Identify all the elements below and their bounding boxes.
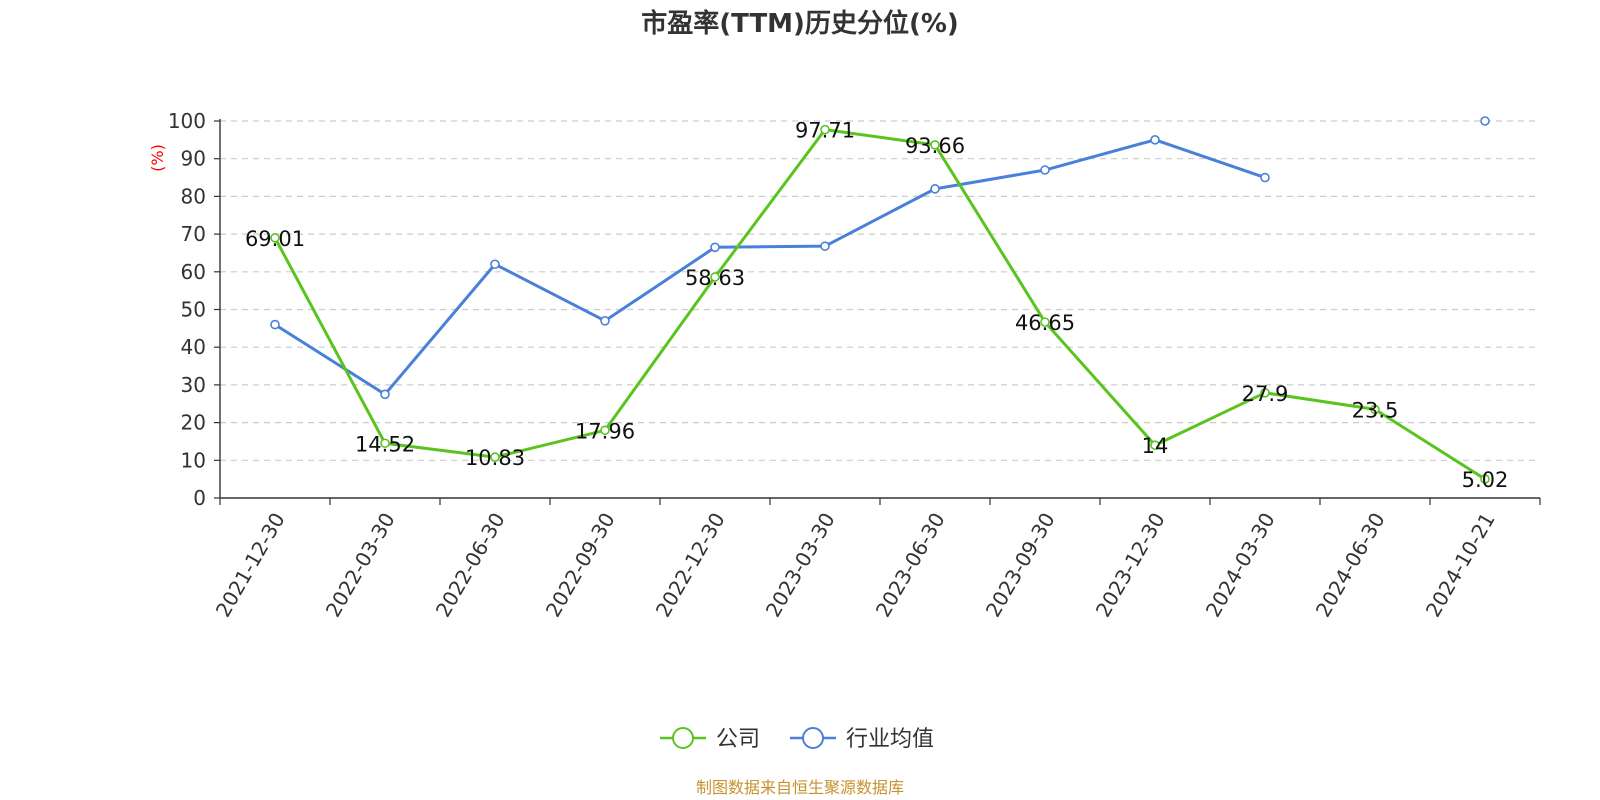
data-point — [490, 259, 500, 270]
data-point — [1480, 116, 1490, 126]
data-point — [490, 452, 500, 462]
data-point — [380, 438, 390, 449]
series-line — [274, 138, 1266, 396]
legend-label: 公司 — [716, 727, 760, 752]
data-point — [1150, 440, 1160, 451]
x-tick-label: 2023-09-30 — [981, 509, 1060, 622]
y-axis-unit: (%) — [148, 144, 167, 172]
data-point — [1040, 165, 1050, 175]
data-label: 27.9 — [1242, 382, 1289, 406]
y-tick-label: 90 — [181, 147, 206, 171]
y-tick-label: 10 — [181, 448, 206, 472]
chart-title: 市盈率(TTM)历史分位(%) — [641, 8, 959, 39]
data-label: 97.71 — [795, 119, 855, 143]
data-point — [600, 316, 610, 326]
series-layer — [270, 116, 1490, 484]
x-tick-label: 2023-03-30 — [761, 509, 840, 622]
x-tick-label: 2022-06-30 — [431, 509, 510, 622]
legend-label: 行业均值 — [846, 727, 934, 752]
data-label: 58.63 — [685, 266, 745, 290]
data-label-layer: 69.01 14.52 10.83 17.96 58.63 97.71 93.66 46.65… — [245, 119, 1508, 492]
legend-marker — [672, 727, 694, 749]
x-tick-label: 2024-06-30 — [1311, 509, 1390, 622]
data-point — [820, 124, 830, 135]
x-tick-label: 2024-03-30 — [1201, 509, 1280, 622]
grid-layer — [220, 120, 1540, 461]
data-point — [270, 233, 280, 243]
x-tick-label: 2022-03-30 — [321, 509, 400, 622]
data-point — [1260, 172, 1270, 183]
data-point — [270, 319, 280, 330]
data-label: 14.52 — [355, 432, 415, 456]
data-label: 46.65 — [1015, 311, 1075, 335]
source-note: 制图数据来自恒生聚源数据库 — [696, 778, 904, 797]
legend: 公司 行业均值 — [660, 727, 934, 752]
data-label: 93.66 — [905, 134, 965, 158]
x-tick-label: 2023-06-30 — [871, 509, 950, 622]
x-tick-label: 2022-09-30 — [541, 509, 620, 622]
data-label: 10.83 — [465, 446, 525, 470]
data-point — [380, 389, 390, 400]
data-label: 23.5 — [1352, 398, 1399, 422]
data-point — [1480, 474, 1490, 484]
data-label: 69.01 — [245, 227, 305, 251]
axis-layer: 0 10 20 30 40 50 60 70 80 90 100 2021-12-30 2022-03-… — [168, 109, 1541, 622]
data-point — [710, 272, 720, 282]
y-tick-label: 60 — [181, 260, 206, 284]
y-tick-label: 50 — [181, 298, 206, 322]
x-tick-label: 2022-12-30 — [651, 509, 730, 622]
x-tick-label: 2023-12-30 — [1091, 509, 1170, 622]
data-point — [1260, 388, 1270, 398]
data-point — [820, 241, 830, 251]
y-tick-label: 100 — [168, 109, 206, 133]
data-label: 17.96 — [575, 419, 635, 443]
data-point — [1370, 404, 1380, 415]
data-point — [1150, 135, 1160, 145]
y-tick-label: 70 — [181, 222, 206, 246]
y-tick-label: 40 — [181, 335, 206, 359]
data-point — [930, 184, 940, 194]
legend-item-industry-average: 行业均值 — [790, 727, 934, 752]
data-label: 14 — [1142, 434, 1169, 458]
data-point — [1040, 317, 1050, 327]
data-point — [710, 242, 720, 253]
data-point — [600, 425, 610, 436]
series-line — [273, 128, 1486, 481]
x-tick-label: 2024-10-21 — [1421, 509, 1500, 622]
series-industry-average — [270, 116, 1490, 400]
y-tick-label: 20 — [181, 411, 206, 435]
y-tick-label: 30 — [181, 373, 206, 397]
data-point — [930, 140, 940, 150]
series-company — [270, 124, 1490, 484]
y-tick-label: 80 — [181, 184, 206, 208]
legend-item-company: 公司 — [660, 727, 760, 752]
x-tick-label: 2021-12-30 — [211, 509, 290, 622]
data-label: 5.02 — [1462, 468, 1509, 492]
legend-marker — [802, 727, 824, 749]
y-tick-label: 0 — [193, 486, 206, 510]
